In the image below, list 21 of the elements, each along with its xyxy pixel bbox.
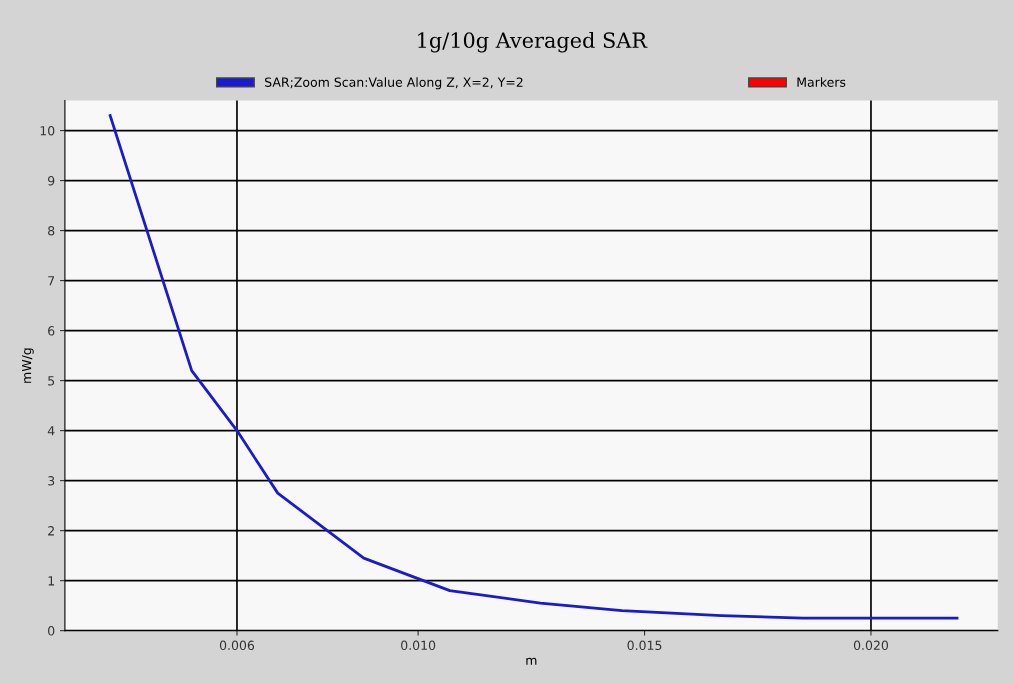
y-axis-title: mW/g [22,348,34,383]
y-tick-label: 4 [47,426,55,436]
x-tick-label: 0.006 [219,640,255,651]
x-tick-label: 0.010 [401,640,436,651]
y-tick-label: 1 [48,576,55,586]
y-tick-label: 2 [48,526,54,536]
line-series [108,114,959,620]
x-axis-title: m [526,657,537,665]
legend-label: SAR;Zoom Scan:Value Along Z, X=2, Y=2 [265,77,523,90]
x-tick-label: 0.020 [853,640,889,651]
y-tick-label: 6 [48,326,55,336]
legend-label: Markers [797,77,846,87]
chart-title: 1g/10g Averaged SAR [418,31,648,53]
x-tick-label: 0.015 [627,640,662,651]
y-tick-label: 10 [40,126,55,136]
y-tick-label: 7 [48,276,55,286]
y-tick-label: 0 [48,626,55,636]
y-tick-label: 3 [48,476,55,486]
y-tick-label: 5 [48,376,55,386]
y-tick-label: 9 [48,176,55,186]
y-tick-label: 8 [48,226,55,236]
